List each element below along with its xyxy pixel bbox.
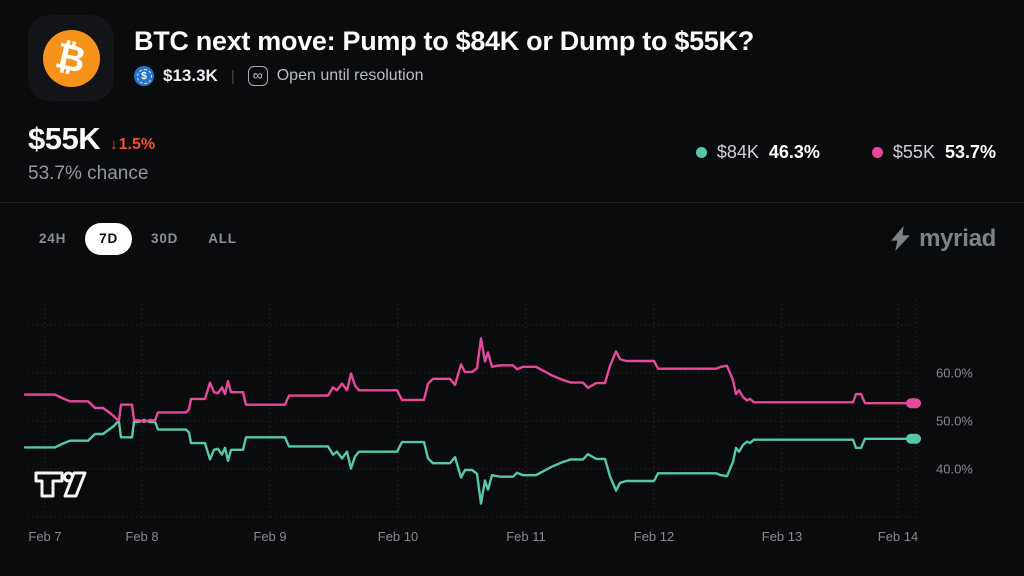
series-line-84k <box>23 418 922 505</box>
chart-controls: 24H 7D 30D ALL myriad <box>0 203 1024 255</box>
leading-outcome-block: $55K ↓1.5% 53.7% chance <box>28 121 155 185</box>
market-title: BTC next move: Pump to $84K or Dump to $… <box>134 26 754 56</box>
x-axis-label: Feb 8 <box>125 529 158 544</box>
x-axis-label: Feb 11 <box>506 529 546 544</box>
price-chart[interactable]: 60.0% 50.0% 40.0% Feb 7 Feb 8 Feb 9 Feb 10 Feb … <box>0 290 1024 576</box>
myriad-brand: myriad <box>890 225 996 253</box>
legend-dot-pink-icon <box>871 147 883 158</box>
y-axis-label: 60.0% <box>936 366 973 381</box>
market-status: Open until resolution <box>276 67 424 84</box>
bitcoin-glyph: ₿ <box>52 34 91 81</box>
stats-row: $55K ↓1.5% 53.7% chance $84K 46.3% $55K … <box>0 101 1024 185</box>
chance-label: 53.7% chance <box>28 163 149 184</box>
bitcoin-logo-icon: ₿ <box>42 29 100 87</box>
market-volume: $13.3K <box>163 66 218 85</box>
tab-7d[interactable]: 7D <box>85 223 133 255</box>
tab-30d[interactable]: 30D <box>140 224 189 254</box>
y-axis-label: 40.0% <box>936 462 973 477</box>
x-axis-label: Feb 9 <box>253 529 286 544</box>
legend-item-55k[interactable]: $55K 53.7% <box>871 142 996 163</box>
legend-pct: 46.3% <box>768 142 820 162</box>
usdc-icon: $ <box>134 66 154 86</box>
chart-canvas: 60.0% 50.0% 40.0% Feb 7 Feb 8 Feb 9 Feb 10 Feb … <box>23 300 973 544</box>
infinity-icon: ∞ <box>247 66 268 86</box>
tradingview-logo-icon[interactable] <box>32 466 89 502</box>
series-end-marker <box>906 398 921 409</box>
legend-pct: 53.7% <box>944 142 996 162</box>
x-axis-label: Feb 13 <box>762 529 802 544</box>
x-axis-label: Feb 7 <box>28 529 61 544</box>
myriad-wordmark: myriad <box>919 224 996 252</box>
market-header: ₿ BTC next move: Pump to $84K or Dump to… <box>0 0 1024 101</box>
market-thumbnail: ₿ <box>28 15 114 101</box>
x-axis-label: Feb 14 <box>878 529 918 544</box>
tab-all[interactable]: ALL <box>197 224 248 254</box>
meta-separator: | <box>230 67 235 85</box>
down-arrow-icon: ↓ <box>110 136 118 153</box>
series-end-marker <box>906 433 921 444</box>
price-change: ↓1.5% <box>110 136 156 153</box>
leading-outcome-label: $55K <box>28 121 101 156</box>
series-line-55k <box>23 337 922 424</box>
chart-legend: $84K 46.3% $55K 53.7% <box>695 142 996 163</box>
y-axis-label: 50.0% <box>936 414 973 429</box>
myriad-bolt-icon <box>891 226 910 252</box>
legend-label: $55K <box>892 142 935 162</box>
time-range-tabs: 24H 7D 30D ALL <box>28 223 248 255</box>
tab-24h[interactable]: 24H <box>28 224 77 254</box>
legend-dot-teal-icon <box>695 147 707 158</box>
x-axis-label: Feb 10 <box>378 529 418 544</box>
x-axis-label: Feb 12 <box>634 529 674 544</box>
legend-item-84k[interactable]: $84K 46.3% <box>695 142 820 163</box>
legend-label: $84K <box>716 142 759 162</box>
section-divider <box>0 202 1024 203</box>
